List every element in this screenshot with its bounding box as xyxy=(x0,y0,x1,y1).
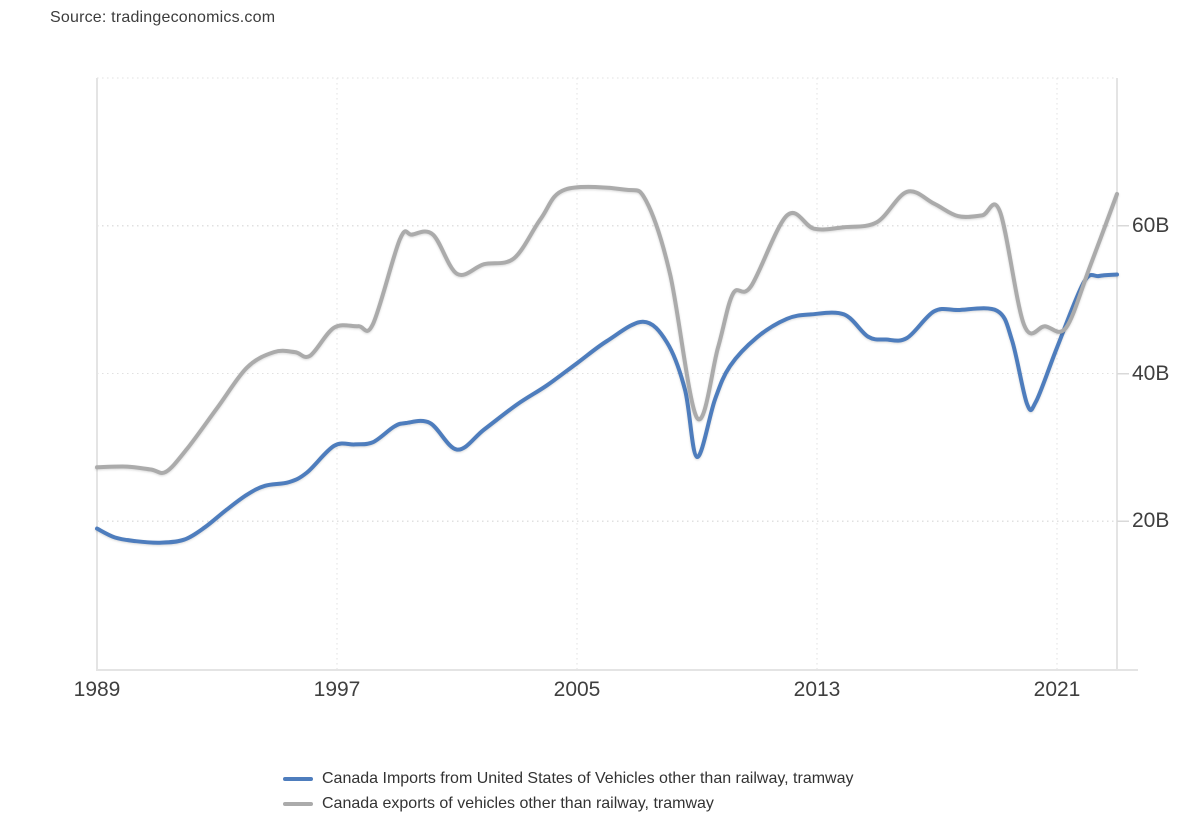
x-tick-label: 1989 xyxy=(73,678,121,701)
legend-label-imports: Canada Imports from United States of Veh… xyxy=(322,769,854,787)
axis-borders xyxy=(96,78,1138,671)
x-tick-label: 2005 xyxy=(553,678,601,701)
imports-line[interactable] xyxy=(95,272,1119,545)
source-text: Source: tradingeconomics.com xyxy=(50,9,276,26)
gridlines xyxy=(97,77,1117,669)
x-tick-label: 2013 xyxy=(793,678,841,701)
y-tick-label: 60B xyxy=(1132,213,1170,237)
y-tick-label: 20B xyxy=(1132,509,1170,533)
legend-label-exports: Canada exports of vehicles other than ra… xyxy=(322,794,714,812)
exports-swatch xyxy=(283,801,313,806)
legend-item-imports[interactable]: Canada Imports from United States of Veh… xyxy=(283,766,854,791)
x-tick-label: 2021 xyxy=(1033,678,1081,701)
y-tick-label: 40B xyxy=(1132,361,1170,385)
legend: Canada Imports from United States of Veh… xyxy=(283,766,854,816)
legend-item-exports[interactable]: Canada exports of vehicles other than ra… xyxy=(283,791,854,816)
exports-line[interactable] xyxy=(95,184,1119,475)
x-tick-label: 1997 xyxy=(313,678,361,701)
imports-swatch xyxy=(283,776,313,781)
